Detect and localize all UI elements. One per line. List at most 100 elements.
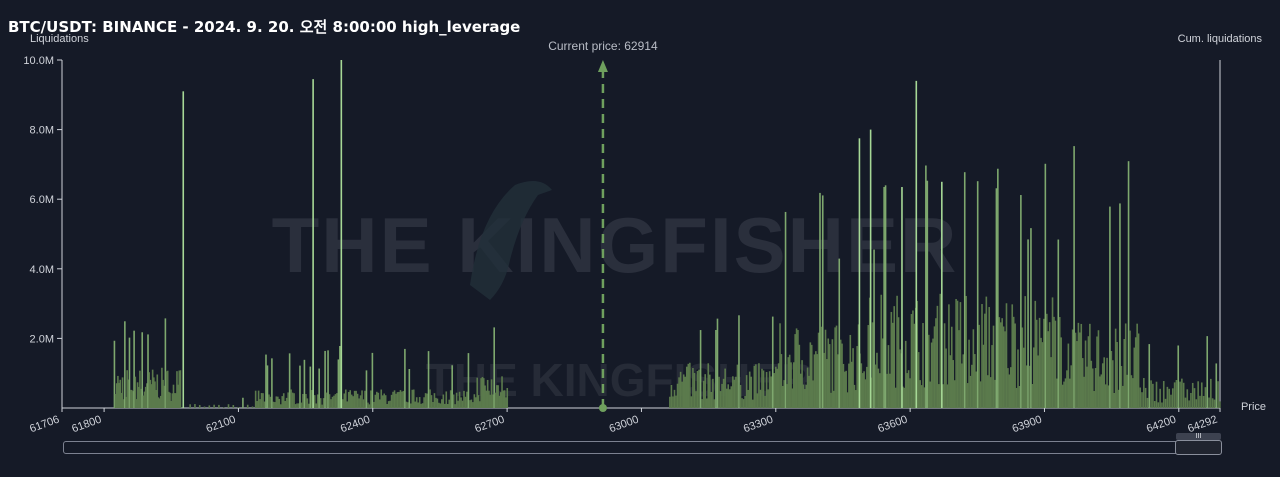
range-scroll-thumb[interactable] (1175, 440, 1222, 455)
liquidation-bar (715, 329, 717, 408)
liquidation-bar (687, 363, 690, 408)
liquidation-bar (897, 317, 900, 408)
liquidation-bar (169, 392, 171, 408)
liquidation-bar (143, 391, 146, 408)
liquidation-bar (771, 316, 774, 408)
liquidation-bar (448, 399, 451, 408)
chart-title: BTC/USDT: BINANCE - 2024. 9. 20. 오전 8:00… (8, 18, 521, 36)
liquidation-bar (1071, 329, 1074, 408)
y-tick-label: 6.0M (30, 194, 54, 206)
liquidation-bar (426, 393, 428, 408)
y-axis-label: Liquidations (30, 33, 89, 45)
liquidation-bar (173, 393, 176, 408)
liquidation-bar (820, 326, 823, 408)
liquidation-bar (435, 397, 437, 408)
liquidation-bar (266, 365, 269, 408)
liquidation-bar (925, 165, 927, 408)
liquidation-bar (1175, 379, 1178, 408)
liquidation-bar (837, 354, 839, 408)
liquidation-bar (368, 404, 371, 408)
liquidation-bar (222, 407, 225, 408)
liquidation-bar-peak (340, 60, 343, 408)
liquidation-bar (886, 373, 888, 408)
liquidation-bar (308, 403, 310, 408)
liquidation-bar (1141, 392, 1143, 408)
liquidation-bar (1093, 391, 1095, 408)
liquidation-bar (903, 387, 906, 408)
liquidation-bar (761, 368, 763, 408)
liquidation-bar (313, 395, 316, 408)
liquidation-bar (962, 354, 965, 408)
liquidation-bar (1004, 331, 1006, 408)
liquidation-bar (1057, 239, 1060, 408)
liquidation-bar (237, 407, 239, 408)
liquidation-bar (336, 393, 338, 408)
liquidation-bar (316, 394, 319, 408)
liquidation-bar (485, 390, 488, 408)
liquidation-bar (876, 352, 878, 408)
liquidation-bar (863, 371, 865, 408)
liquidation-bar (392, 391, 394, 408)
liquidation-bar (1053, 316, 1055, 408)
liquidation-bar (438, 402, 440, 408)
liquidation-bar (1168, 388, 1170, 408)
liquidation-bar (1119, 203, 1121, 408)
liquidation-bar (121, 377, 124, 408)
liquidation-bar (946, 384, 949, 408)
liquidation-bar (1091, 368, 1094, 408)
liquidation-bar (156, 374, 159, 408)
liquidation-bar (971, 364, 973, 408)
liquidation-bar (978, 324, 980, 408)
liquidation-bar (919, 380, 921, 408)
liquidation-bar (467, 353, 470, 408)
liquidation-bar (932, 338, 934, 408)
liquidation-bar (1104, 384, 1107, 408)
liquidation-bar (505, 397, 507, 408)
liquidation-bar (995, 188, 998, 408)
liquidation-bar (246, 404, 249, 408)
liquidation-bar (466, 391, 468, 408)
liquidation-bar (429, 389, 431, 408)
liquidation-bar (802, 384, 805, 408)
liquidation-bar (176, 371, 178, 408)
range-scroll-handle[interactable]: III (1176, 433, 1221, 440)
liquidation-bar (813, 354, 816, 408)
liquidation-bar (738, 315, 740, 408)
liquidation-bar (1107, 385, 1110, 408)
liquidation-bar (770, 376, 773, 408)
liquidation-bar (166, 370, 169, 408)
liquidation-bar (1086, 366, 1088, 408)
liquidation-bar (417, 402, 419, 408)
liquidation-bar-peak (182, 91, 185, 408)
liquidation-bar (117, 375, 119, 408)
liquidation-bar (294, 404, 297, 408)
liquidation-bar (1043, 318, 1045, 408)
liquidation-bar (432, 401, 434, 408)
liquidation-bar (812, 380, 814, 408)
liquidation-bar (1114, 328, 1117, 408)
liquidation-bar (764, 395, 766, 408)
liquidation-bar (927, 334, 930, 408)
liquidation-bar (451, 365, 453, 408)
liquidation-bar (439, 403, 442, 408)
liquidation-bar (464, 396, 467, 408)
range-scrollbar[interactable] (63, 441, 1221, 454)
liquidation-bar (816, 354, 819, 408)
liquidation-bar (1106, 357, 1108, 408)
liquidation-bar (693, 372, 696, 408)
liquidation-bar (791, 388, 794, 408)
liquidation-bar (349, 390, 352, 408)
current-price-marker[interactable]: Current price: 62914 (548, 39, 658, 412)
liquidation-bar (1172, 388, 1174, 408)
liquidation-bar (773, 373, 776, 408)
liquidation-bar (828, 344, 831, 408)
liquidation-bar (798, 344, 801, 408)
x-tick-label: 62100 (205, 414, 238, 436)
liquidation-bar (907, 370, 910, 408)
liquidation-bar (489, 394, 492, 408)
liquidation-bar (1063, 381, 1065, 408)
liquidation-bar (678, 377, 680, 408)
liquidation-bar (284, 400, 286, 408)
liquidation-bar (855, 390, 857, 408)
